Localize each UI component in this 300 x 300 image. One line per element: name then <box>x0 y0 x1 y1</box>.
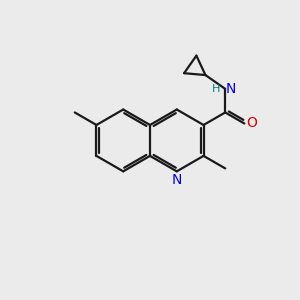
Text: H: H <box>212 84 220 94</box>
Text: N: N <box>172 173 182 187</box>
Text: N: N <box>226 82 236 96</box>
Text: O: O <box>246 116 257 130</box>
